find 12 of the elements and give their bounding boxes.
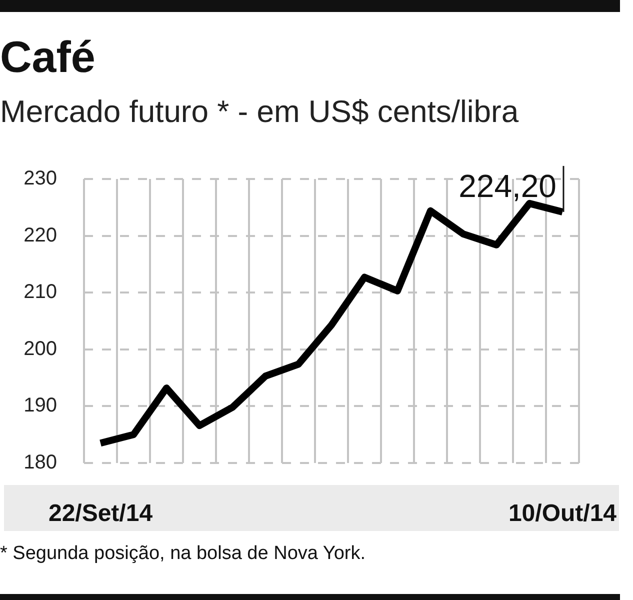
y-tick-label: 230 (24, 168, 57, 190)
annotation: 224,20 (458, 168, 556, 204)
y-tick-label: 210 (24, 281, 57, 304)
y-tick-label: 180 (24, 452, 57, 474)
y-tick-label: 190 (24, 394, 57, 417)
chart-subtitle: Mercado futuro * - em US$ cents/libra (0, 94, 519, 129)
text: * Segunda posição, na bolsa de Nova York. (0, 542, 366, 566)
y-tick-label: 220 (24, 224, 57, 246)
x-tick-label: 10/Out/14 (508, 500, 618, 528)
x-tick-label: 22/Set/14 (48, 500, 154, 528)
chart-title: Café (0, 33, 96, 82)
y-tick-label: 200 (24, 338, 57, 360)
